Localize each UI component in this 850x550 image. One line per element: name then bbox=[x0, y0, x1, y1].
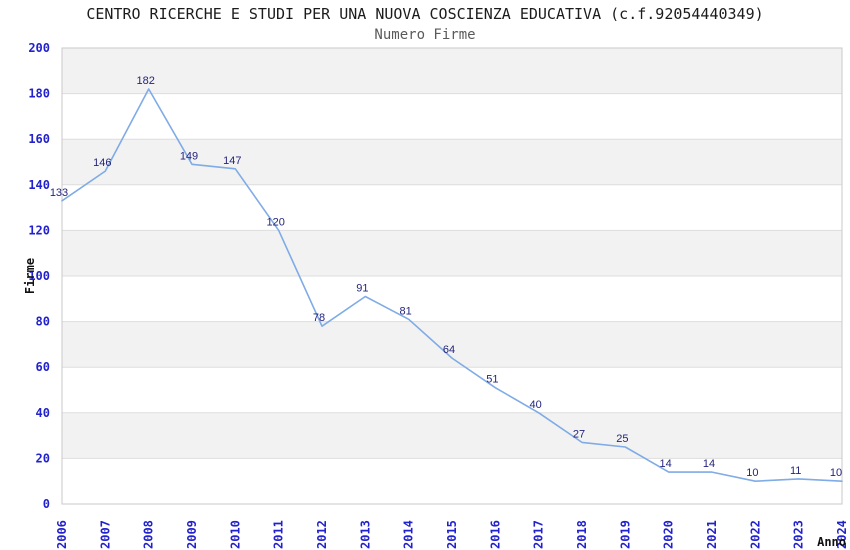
data-label: 14 bbox=[660, 458, 672, 470]
chart-subtitle: Numero Firme bbox=[374, 27, 476, 43]
x-tick-label: 2016 bbox=[488, 520, 502, 549]
data-label: 51 bbox=[486, 374, 498, 386]
data-label: 149 bbox=[180, 150, 198, 162]
series-line bbox=[61, 88, 843, 483]
x-tick-label: 2015 bbox=[445, 520, 459, 549]
y-tick-label: 160 bbox=[28, 132, 50, 146]
x-tick-label: 2019 bbox=[618, 520, 632, 549]
x-tick-label: 2017 bbox=[532, 520, 546, 549]
x-tick-label: 2024 bbox=[835, 520, 849, 549]
data-label: 10 bbox=[746, 467, 758, 479]
x-tick-label: 2023 bbox=[792, 520, 806, 549]
data-label: 81 bbox=[400, 305, 412, 317]
data-label: 147 bbox=[223, 155, 241, 167]
x-tick-label: 2007 bbox=[98, 520, 112, 549]
x-tick-label: 2013 bbox=[358, 520, 372, 549]
y-tick-label: 0 bbox=[43, 497, 50, 511]
data-label: 11 bbox=[790, 465, 801, 477]
data-label: 146 bbox=[93, 157, 111, 169]
y-axis-title: Firme bbox=[23, 258, 37, 294]
x-axis-title: Anno bbox=[817, 535, 846, 549]
y-tick-label: 100 bbox=[28, 269, 50, 283]
data-label: 14 bbox=[703, 458, 715, 470]
data-label: 133 bbox=[50, 187, 68, 199]
data-label: 10 bbox=[830, 467, 842, 479]
plot-band bbox=[62, 321, 842, 368]
x-tick-label: 2008 bbox=[142, 520, 156, 549]
x-tick-label: 2022 bbox=[748, 520, 762, 549]
data-label: 120 bbox=[266, 216, 284, 228]
plot-band bbox=[62, 139, 842, 185]
x-tick-label: 2021 bbox=[705, 520, 719, 549]
data-label: 78 bbox=[313, 312, 325, 324]
data-label: 40 bbox=[530, 399, 542, 411]
data-label: 64 bbox=[443, 344, 455, 356]
plot-band bbox=[62, 48, 842, 94]
x-tick-label: 2006 bbox=[55, 520, 69, 549]
plot-border bbox=[61, 47, 843, 505]
y-tick-label: 120 bbox=[28, 223, 50, 237]
data-label: 182 bbox=[136, 75, 154, 87]
x-tick-label: 2020 bbox=[662, 520, 676, 549]
x-tick-label: 2018 bbox=[575, 520, 589, 549]
x-tick-label: 2009 bbox=[185, 520, 199, 549]
y-tick-label: 200 bbox=[28, 41, 50, 55]
plot-band bbox=[62, 230, 842, 276]
y-tick-label: 40 bbox=[36, 406, 50, 420]
chart-title: CENTRO RICERCHE E STUDI PER UNA NUOVA CO… bbox=[86, 5, 764, 23]
x-tick-label: 2014 bbox=[402, 520, 416, 549]
y-tick-label: 80 bbox=[36, 315, 50, 329]
y-tick-label: 20 bbox=[36, 451, 50, 465]
x-tick-label: 2010 bbox=[228, 520, 242, 549]
data-label: 91 bbox=[356, 283, 368, 295]
y-tick-label: 140 bbox=[28, 178, 50, 192]
y-tick-label: 60 bbox=[36, 360, 50, 374]
data-label: 27 bbox=[573, 428, 585, 440]
y-tick-label: 180 bbox=[28, 87, 50, 101]
x-tick-label: 2011 bbox=[272, 520, 286, 549]
data-label: 25 bbox=[616, 433, 628, 445]
x-tick-label: 2012 bbox=[315, 520, 329, 549]
plot-band bbox=[62, 412, 842, 459]
